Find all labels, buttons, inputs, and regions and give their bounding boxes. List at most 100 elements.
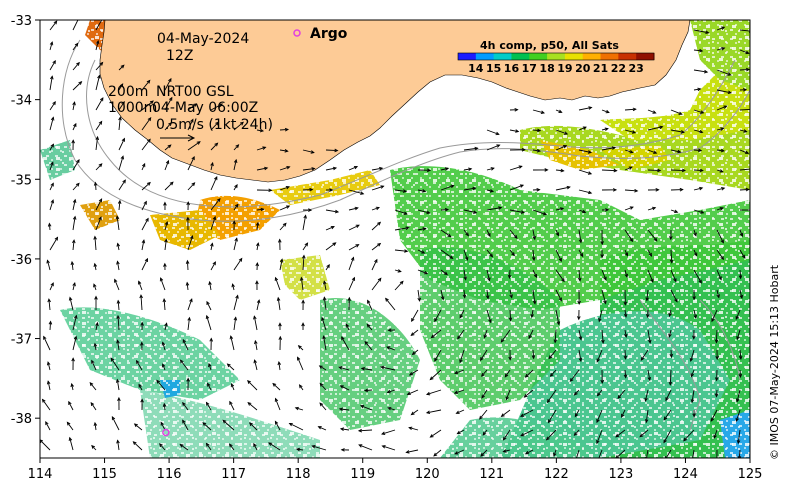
current-vector <box>274 420 281 431</box>
colorbar-tick-label: 17 <box>522 62 537 75</box>
current-vector <box>254 339 258 351</box>
current-vector <box>162 298 167 311</box>
current-vector <box>381 445 396 451</box>
current-vector <box>670 168 687 173</box>
current-vector <box>209 337 214 351</box>
current-vector <box>49 161 54 171</box>
current-vector <box>299 276 304 291</box>
current-vector <box>139 294 143 311</box>
current-vector <box>623 309 628 318</box>
current-vector <box>91 359 97 371</box>
current-vector <box>322 335 327 351</box>
current-vector <box>735 409 741 422</box>
current-vector <box>692 329 696 340</box>
current-vector <box>716 26 726 31</box>
current-vector <box>256 188 273 193</box>
current-vector <box>187 298 193 311</box>
current-vector <box>408 369 419 376</box>
current-vector <box>440 167 450 171</box>
current-vector <box>253 315 258 331</box>
current-vector <box>459 309 465 319</box>
current-vector <box>49 116 55 131</box>
current-vector <box>207 382 212 391</box>
colorbar-segment <box>511 53 530 60</box>
current-vector <box>523 389 534 398</box>
current-vector <box>600 369 604 384</box>
current-vector <box>159 443 166 451</box>
x-tick-label: 124 <box>673 467 698 482</box>
current-vector <box>339 427 350 431</box>
current-vector <box>325 242 337 251</box>
current-vector <box>95 97 104 111</box>
current-vector <box>301 322 305 331</box>
current-vector <box>110 357 120 371</box>
current-vector <box>405 449 419 454</box>
current-vector <box>210 261 216 271</box>
current-vector <box>185 259 190 271</box>
current-vector <box>598 309 603 323</box>
current-vector <box>132 441 143 451</box>
current-vector <box>301 254 306 271</box>
current-vector <box>715 349 719 361</box>
current-vector <box>358 444 373 451</box>
current-vector <box>187 103 198 111</box>
colorbar-segment <box>529 53 548 60</box>
current-vector <box>640 349 649 361</box>
current-vector <box>164 238 168 251</box>
current-vector <box>417 269 429 275</box>
current-vector <box>206 300 212 311</box>
y-tick-label: -35 <box>11 173 32 188</box>
current-vector <box>371 221 382 231</box>
current-vector <box>520 409 534 417</box>
current-vector <box>93 421 98 431</box>
colorbar-title: 4h comp, p50, All Sats <box>480 39 619 52</box>
x-tick-label: 125 <box>738 467 763 482</box>
current-vector <box>347 296 352 311</box>
x-tick-label: 116 <box>157 467 182 482</box>
date-label: 04-May-2024 <box>157 31 249 47</box>
current-vector <box>716 127 725 131</box>
current-vector <box>371 206 380 211</box>
current-vector <box>111 415 120 431</box>
current-vector <box>394 226 410 231</box>
current-vector <box>387 328 396 332</box>
current-vector <box>739 229 744 238</box>
current-vector <box>319 382 327 391</box>
current-vector <box>598 449 603 458</box>
current-vector <box>47 222 52 231</box>
current-vector <box>118 64 125 71</box>
current-vector <box>325 209 340 214</box>
altimetry-time-label: 04-May 06:00Z <box>152 100 258 116</box>
current-vector <box>141 162 146 171</box>
current-vector <box>417 189 427 193</box>
current-vector <box>256 146 267 151</box>
current-vector <box>348 244 360 251</box>
current-vector <box>325 148 339 153</box>
copyright-label: © IMOS 07-May-2024 15:13 Hobart <box>768 264 781 460</box>
current-vector <box>693 309 697 320</box>
current-vector <box>644 409 649 424</box>
colorbar-border <box>457 52 655 61</box>
current-vector <box>115 215 120 231</box>
current-vector <box>164 122 172 131</box>
current-vector <box>454 369 465 375</box>
argo-legend-marker <box>293 29 301 37</box>
current-vector <box>453 389 465 394</box>
current-vector <box>95 74 101 91</box>
colorbar-segment <box>493 53 512 60</box>
current-vector <box>457 329 465 340</box>
current-vector <box>509 107 519 112</box>
current-vector <box>716 249 724 261</box>
current-vector <box>256 128 265 133</box>
current-vector <box>669 349 674 359</box>
current-vector <box>670 129 685 134</box>
current-vector <box>486 269 491 282</box>
current-vector <box>578 349 583 363</box>
x-tick-label: 118 <box>286 467 311 482</box>
current-vector <box>408 426 419 431</box>
current-vector <box>623 369 628 379</box>
current-vector <box>486 206 503 211</box>
current-vector <box>647 329 652 344</box>
current-vector <box>578 229 583 244</box>
current-vector <box>72 215 77 231</box>
